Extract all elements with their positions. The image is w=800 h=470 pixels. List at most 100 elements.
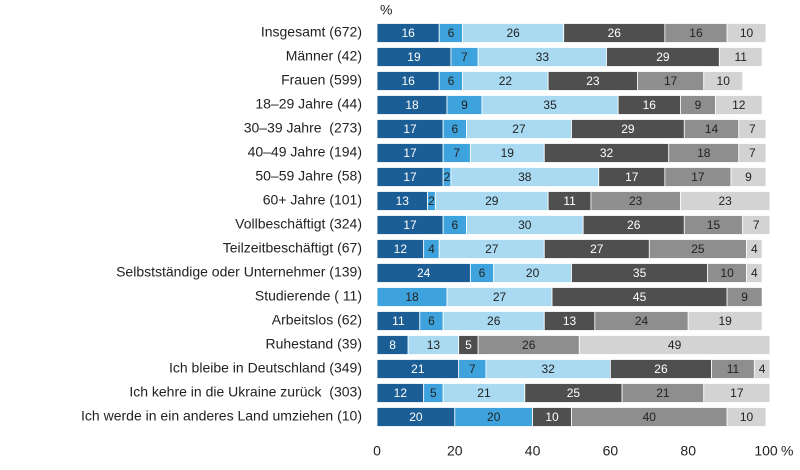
value-label: 20 <box>526 266 540 280</box>
category-label: Vollbeschäftigt (324) <box>235 216 362 232</box>
value-label: 11 <box>727 362 740 376</box>
value-label: 2 <box>444 170 451 184</box>
bar-segment <box>703 383 771 403</box>
value-label: 11 <box>734 50 747 64</box>
value-label: 29 <box>656 50 670 64</box>
value-label: 17 <box>664 74 678 88</box>
category-label: Studierende ( 11) <box>255 288 362 304</box>
category-label: Ich bleibe in Deutschland (349) <box>169 360 362 376</box>
value-label: 6 <box>448 26 455 40</box>
category-label: 50–59 Jahre (58) <box>255 168 362 184</box>
value-label: 17 <box>730 386 744 400</box>
bar-segment <box>742 215 771 235</box>
bar-segment <box>746 263 763 283</box>
bar-segment <box>753 359 771 379</box>
value-label: 30 <box>518 218 532 232</box>
value-label: 16 <box>401 26 415 40</box>
value-label: 10 <box>545 410 559 424</box>
value-label: 35 <box>543 98 557 112</box>
value-label: 23 <box>586 74 600 88</box>
category-label: Teilzeitbeschäftigt (67) <box>223 240 362 256</box>
value-label: 17 <box>403 122 417 136</box>
category-label: Männer (42) <box>286 48 362 64</box>
value-label: 6 <box>451 218 458 232</box>
value-label: 11 <box>563 194 576 208</box>
value-label: 38 <box>518 170 532 184</box>
value-label: 21 <box>411 362 425 376</box>
value-label: 32 <box>600 146 614 160</box>
category-label: Arbeitslos (62) <box>272 312 362 328</box>
bar-segment <box>718 47 763 67</box>
value-label: 18 <box>697 146 711 160</box>
x-tick-label: 100 <box>754 443 778 459</box>
bar-segment <box>715 95 763 115</box>
value-label: 17 <box>403 146 417 160</box>
bar-segment <box>726 23 767 43</box>
value-label: 18 <box>405 98 419 112</box>
value-label: 10 <box>717 74 731 88</box>
value-label: 24 <box>635 314 649 328</box>
value-label: 8 <box>389 338 396 352</box>
value-label: 16 <box>689 26 703 40</box>
value-label: 6 <box>448 74 455 88</box>
bar-segment <box>738 143 767 163</box>
value-label: 27 <box>512 122 526 136</box>
value-label: 12 <box>394 242 408 256</box>
value-label: 20 <box>409 410 423 424</box>
category-label: 18–29 Jahre (44) <box>255 96 362 112</box>
category-label: Selbstständige oder Unternehmer (139) <box>116 264 362 280</box>
value-label: 10 <box>740 26 754 40</box>
bar-segment <box>687 311 763 331</box>
value-label: 26 <box>608 26 622 40</box>
bar-segment <box>726 287 763 307</box>
category-label: Ruhestand (39) <box>265 336 362 352</box>
value-label: 4 <box>751 266 758 280</box>
value-label: 6 <box>428 314 435 328</box>
value-label: 26 <box>487 314 501 328</box>
value-label: 19 <box>407 50 421 64</box>
x-tick-label: 20 <box>447 443 463 459</box>
unit-label: % <box>380 2 392 18</box>
value-label: 10 <box>740 410 754 424</box>
value-label: 4 <box>428 242 435 256</box>
value-label: 9 <box>741 290 748 304</box>
value-label: 19 <box>501 146 515 160</box>
x-tick-label: 40 <box>525 443 541 459</box>
value-label: 26 <box>506 26 520 40</box>
value-label: 7 <box>753 218 760 232</box>
value-label: 7 <box>749 146 756 160</box>
bar-segment <box>730 167 767 187</box>
value-label: 6 <box>479 266 486 280</box>
value-label: 17 <box>691 170 705 184</box>
value-label: 27 <box>590 242 604 256</box>
category-label: 30–39 Jahre (273) <box>244 120 362 136</box>
value-label: 20 <box>487 410 501 424</box>
x-unit-label: % <box>781 443 793 459</box>
value-label: 9 <box>745 170 752 184</box>
value-label: 27 <box>493 290 507 304</box>
value-label: 7 <box>461 50 468 64</box>
value-label: 4 <box>751 242 758 256</box>
value-label: 25 <box>567 386 581 400</box>
value-label: 35 <box>633 266 647 280</box>
value-label: 25 <box>691 242 705 256</box>
value-label: 49 <box>668 338 682 352</box>
value-label: 17 <box>625 170 639 184</box>
value-label: 23 <box>629 194 643 208</box>
value-label: 27 <box>485 242 499 256</box>
bar-segment <box>578 335 771 355</box>
bar-segment <box>680 191 771 211</box>
value-label: 15 <box>707 218 721 232</box>
value-label: 9 <box>461 98 468 112</box>
bar-segment <box>746 239 763 259</box>
value-label: 21 <box>477 386 491 400</box>
category-label: Ich werde in ein anderes Land umziehen (… <box>81 408 362 424</box>
bar-segment <box>726 407 767 427</box>
value-label: 26 <box>654 362 668 376</box>
value-label: 10 <box>720 266 734 280</box>
value-label: 7 <box>469 362 476 376</box>
value-label: 21 <box>656 386 670 400</box>
category-label: 60+ Jahre (101) <box>263 192 362 208</box>
value-label: 40 <box>643 410 657 424</box>
